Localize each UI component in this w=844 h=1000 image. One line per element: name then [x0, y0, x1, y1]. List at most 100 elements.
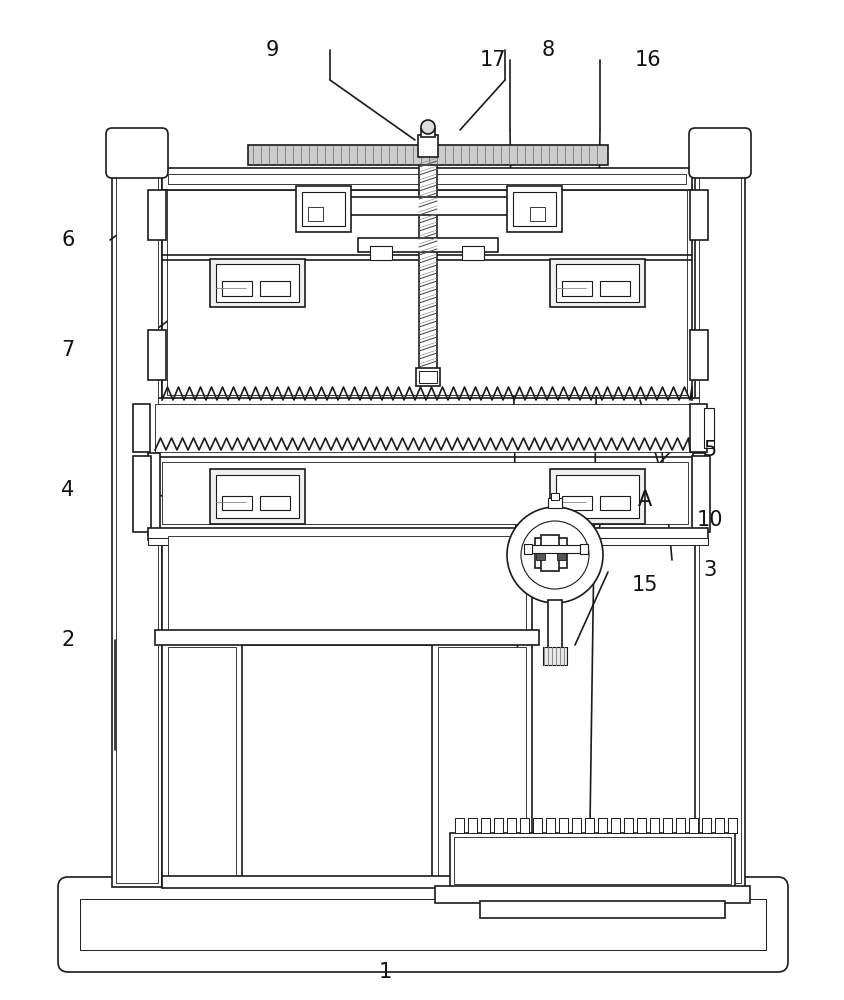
Bar: [340, 197, 516, 215]
Bar: [450, 833, 735, 888]
Bar: [454, 837, 731, 884]
Bar: [167, 190, 687, 395]
Bar: [148, 538, 708, 545]
Bar: [358, 238, 498, 252]
Bar: [148, 330, 166, 380]
Bar: [507, 818, 516, 833]
Bar: [462, 246, 484, 260]
Bar: [416, 368, 440, 386]
Bar: [148, 453, 160, 535]
Text: 10: 10: [697, 510, 723, 530]
Bar: [690, 404, 707, 452]
Bar: [162, 530, 532, 645]
Circle shape: [421, 120, 435, 134]
Text: 1: 1: [378, 962, 392, 982]
Bar: [689, 818, 698, 833]
Bar: [210, 469, 305, 524]
Circle shape: [521, 521, 589, 589]
Bar: [556, 264, 639, 302]
Bar: [728, 818, 737, 833]
Bar: [551, 493, 559, 500]
Bar: [216, 264, 299, 302]
Bar: [715, 818, 724, 833]
Text: 3: 3: [703, 560, 717, 580]
Bar: [260, 496, 290, 510]
Bar: [585, 818, 594, 833]
Bar: [438, 647, 526, 882]
Bar: [168, 536, 526, 639]
FancyBboxPatch shape: [106, 128, 168, 178]
Bar: [162, 876, 532, 888]
Bar: [611, 818, 620, 833]
Text: 7: 7: [62, 340, 74, 360]
Bar: [600, 496, 630, 510]
Bar: [600, 281, 630, 296]
Bar: [536, 550, 545, 560]
Text: 5: 5: [703, 440, 717, 460]
Bar: [222, 496, 252, 510]
Bar: [704, 408, 714, 448]
Bar: [524, 544, 532, 554]
Bar: [419, 371, 437, 383]
Bar: [530, 207, 545, 221]
Bar: [692, 456, 710, 532]
Bar: [296, 186, 351, 232]
Bar: [216, 475, 299, 518]
Circle shape: [507, 507, 603, 603]
Bar: [148, 190, 166, 240]
FancyBboxPatch shape: [58, 877, 788, 972]
Bar: [370, 246, 392, 260]
Bar: [133, 404, 150, 452]
Text: A: A: [638, 490, 652, 510]
Bar: [419, 157, 437, 370]
Bar: [695, 152, 745, 887]
Bar: [112, 152, 162, 887]
Bar: [210, 259, 305, 307]
Bar: [548, 498, 562, 508]
Bar: [162, 168, 692, 190]
Bar: [550, 469, 645, 524]
Bar: [690, 190, 708, 240]
Text: 4: 4: [62, 480, 74, 500]
Bar: [435, 886, 750, 903]
Bar: [260, 281, 290, 296]
Bar: [494, 818, 503, 833]
Text: 6: 6: [62, 230, 74, 250]
Text: 17: 17: [479, 50, 506, 70]
Bar: [480, 901, 725, 918]
Text: 2: 2: [62, 630, 74, 650]
Bar: [693, 453, 705, 535]
Bar: [702, 818, 711, 833]
Bar: [557, 550, 566, 560]
Bar: [533, 818, 542, 833]
Bar: [550, 259, 645, 307]
Bar: [155, 404, 703, 452]
Bar: [418, 135, 438, 157]
Bar: [308, 207, 323, 221]
Bar: [421, 129, 435, 137]
Bar: [222, 281, 252, 296]
Bar: [562, 281, 592, 296]
Bar: [546, 818, 555, 833]
Bar: [481, 818, 490, 833]
Bar: [699, 156, 741, 883]
Bar: [650, 818, 659, 833]
Bar: [624, 818, 633, 833]
Bar: [663, 818, 672, 833]
Bar: [535, 538, 549, 568]
Bar: [155, 630, 539, 645]
Bar: [80, 899, 766, 950]
Bar: [162, 462, 688, 524]
Bar: [513, 192, 556, 226]
Bar: [168, 647, 236, 882]
Text: 9: 9: [265, 40, 279, 60]
Text: 8: 8: [542, 40, 555, 60]
Bar: [468, 818, 477, 833]
Bar: [162, 642, 242, 887]
Bar: [116, 156, 158, 883]
Bar: [676, 818, 685, 833]
Bar: [530, 545, 580, 553]
Bar: [543, 647, 567, 665]
Bar: [562, 496, 592, 510]
Bar: [548, 600, 562, 650]
